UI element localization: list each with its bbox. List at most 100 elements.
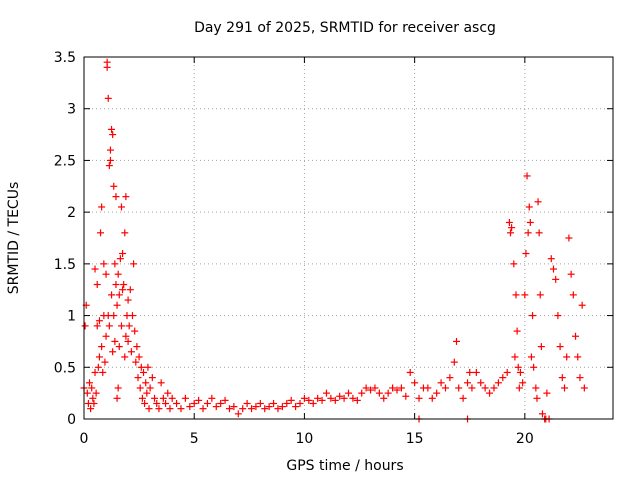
data-point <box>166 405 174 413</box>
data-point <box>88 384 96 392</box>
data-point <box>543 389 551 397</box>
y-tick-label: 3 <box>67 102 76 118</box>
data-point <box>135 353 143 361</box>
data-point <box>524 229 532 237</box>
data-point <box>102 332 110 340</box>
data-point <box>446 374 454 382</box>
data-point <box>114 270 122 278</box>
data-point <box>558 374 566 382</box>
data-point <box>105 322 113 330</box>
data-point <box>203 399 211 407</box>
data-point <box>516 368 524 376</box>
x-tick-label: 0 <box>80 431 89 447</box>
data-point <box>98 343 106 351</box>
data-point <box>278 403 286 411</box>
data-point <box>362 384 370 392</box>
data-point <box>230 403 238 411</box>
data-point <box>117 322 125 330</box>
data-point <box>252 403 260 411</box>
data-point <box>538 410 546 418</box>
data-point <box>380 394 388 402</box>
data-point <box>137 363 145 371</box>
data-point <box>86 379 94 387</box>
data-point <box>415 394 423 402</box>
data-point <box>133 343 141 351</box>
data-point <box>519 379 527 387</box>
data-point <box>535 229 543 237</box>
data-point <box>119 250 127 258</box>
data-point <box>375 389 383 397</box>
data-point <box>580 384 588 392</box>
data-point <box>503 368 511 376</box>
data-point <box>274 405 282 413</box>
data-point <box>358 389 366 397</box>
data-point <box>521 291 529 299</box>
data-point <box>143 389 151 397</box>
data-point <box>89 394 97 402</box>
data-point <box>208 394 216 402</box>
data-point <box>563 353 571 361</box>
data-point <box>145 405 153 413</box>
data-point <box>212 403 220 411</box>
data-point <box>91 368 99 376</box>
data-point <box>108 291 116 299</box>
data-point <box>190 399 198 407</box>
data-point <box>121 229 129 237</box>
data-point <box>314 394 322 402</box>
data-point <box>455 384 463 392</box>
data-point <box>353 396 361 404</box>
data-point <box>534 198 542 206</box>
data-point <box>486 389 494 397</box>
data-point <box>103 63 111 71</box>
data-point <box>514 363 522 371</box>
data-point <box>525 203 533 211</box>
data-point <box>94 363 102 371</box>
data-point <box>505 218 513 226</box>
x-axis-label: GPS time / hours <box>286 458 403 474</box>
y-tick-label: 2 <box>67 205 76 221</box>
data-point <box>287 396 295 404</box>
data-point <box>464 379 472 387</box>
data-point <box>217 399 225 407</box>
data-point <box>508 224 516 232</box>
data-point <box>533 394 541 402</box>
data-point <box>441 384 449 392</box>
data-point <box>144 363 152 371</box>
data-point <box>173 399 181 407</box>
data-point <box>142 379 150 387</box>
y-tick-label: 2.5 <box>54 153 76 169</box>
data-point <box>578 301 586 309</box>
data-point <box>300 394 308 402</box>
data-point <box>115 343 123 351</box>
data-point <box>522 250 530 258</box>
data-point <box>428 394 436 402</box>
data-point <box>349 394 357 402</box>
data-point <box>336 392 344 400</box>
data-point <box>168 394 176 402</box>
data-point <box>97 229 105 237</box>
data-points-layer <box>80 58 588 423</box>
data-point <box>151 394 159 402</box>
data-point <box>157 379 165 387</box>
data-point <box>552 275 560 283</box>
data-point <box>95 353 103 361</box>
data-point <box>110 312 118 320</box>
data-point <box>305 396 313 404</box>
data-point <box>106 156 114 164</box>
data-point <box>83 389 91 397</box>
x-tick-label: 20 <box>516 431 534 447</box>
data-point <box>101 358 109 366</box>
data-point <box>131 327 139 335</box>
data-point <box>565 234 573 242</box>
data-point <box>507 229 515 237</box>
data-point <box>466 368 474 376</box>
data-point <box>256 399 264 407</box>
data-point <box>148 374 156 382</box>
data-point <box>136 384 144 392</box>
data-point <box>309 399 317 407</box>
tick-labels-layer: 0 5 10 15 20 0 0.5 1 1.5 2 2.5 3 3.5 <box>54 50 534 447</box>
data-point <box>104 94 112 102</box>
data-point <box>195 396 203 404</box>
data-point <box>510 260 518 268</box>
data-point <box>567 270 575 278</box>
